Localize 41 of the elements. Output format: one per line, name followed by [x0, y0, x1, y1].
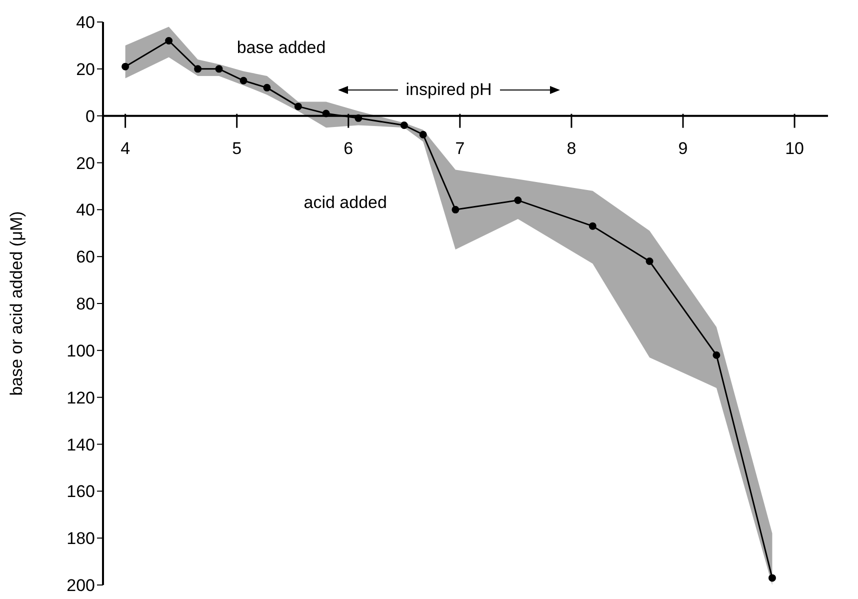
- y-tick-label: 180: [66, 529, 95, 548]
- x-tick-label: 10: [785, 138, 804, 158]
- point: [194, 65, 202, 73]
- point: [419, 130, 427, 138]
- point: [263, 84, 271, 92]
- y-tick-label: 200: [66, 576, 95, 596]
- point: [768, 574, 776, 582]
- y-tick-label: 0: [86, 106, 95, 126]
- point: [588, 222, 596, 230]
- y-tick-label: 80: [76, 294, 95, 314]
- y-tick-label: 120: [66, 388, 95, 408]
- x-tick-label: 7: [455, 138, 465, 158]
- x-tick-label: 8: [566, 138, 576, 158]
- point: [514, 196, 522, 204]
- y-axis-title: base or acid added (μM): [7, 211, 26, 396]
- y-tick-label: 20: [76, 154, 95, 173]
- y-tick-label: 40: [76, 13, 95, 32]
- point: [240, 76, 248, 84]
- x-tick-label: 5: [232, 138, 242, 158]
- y-tick-label: 100: [66, 341, 95, 360]
- y-tick-label: 40: [76, 200, 95, 220]
- point: [122, 62, 130, 70]
- point: [294, 102, 302, 110]
- annotation: base added: [236, 38, 326, 58]
- point: [215, 65, 223, 73]
- x-tick-label: 4: [120, 138, 130, 158]
- y-tick-label: 20: [76, 60, 95, 79]
- x-axis-title: inspired pH: [406, 80, 492, 100]
- y-tick-label: 140: [66, 435, 95, 454]
- point: [646, 258, 654, 266]
- x-tick-label: 6: [344, 138, 354, 158]
- point: [322, 110, 330, 118]
- point: [354, 114, 362, 122]
- annotation: acid added: [304, 193, 387, 214]
- point: [712, 351, 720, 359]
- y-tick-label: 160: [66, 482, 95, 502]
- point: [452, 206, 460, 214]
- y-tick-label: 60: [76, 248, 95, 267]
- point: [165, 37, 173, 45]
- point: [400, 121, 408, 129]
- x-tick-label: 9: [678, 138, 688, 158]
